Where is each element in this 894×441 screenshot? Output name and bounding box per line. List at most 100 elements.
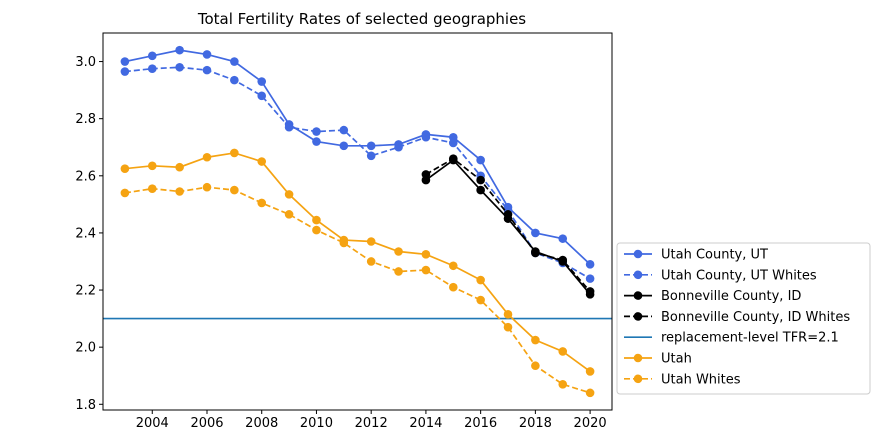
data-point bbox=[366, 141, 376, 151]
y-tick-label: 2.4 bbox=[75, 226, 96, 241]
data-point bbox=[230, 75, 239, 85]
x-tick-label: 2020 bbox=[574, 416, 607, 431]
data-point bbox=[531, 361, 540, 371]
data-point bbox=[284, 122, 294, 132]
legend-swatch-marker bbox=[633, 353, 643, 363]
series-utah-whites bbox=[120, 182, 595, 398]
legend-swatch-marker bbox=[633, 249, 643, 259]
data-point bbox=[257, 157, 267, 166]
data-point bbox=[175, 187, 184, 196]
data-point bbox=[202, 152, 212, 162]
data-point bbox=[257, 77, 267, 86]
data-point bbox=[366, 257, 376, 266]
x-tick-label: 2008 bbox=[245, 416, 278, 431]
data-point bbox=[257, 198, 267, 208]
data-point bbox=[476, 175, 485, 185]
data-point bbox=[585, 287, 595, 296]
data-point bbox=[585, 388, 595, 398]
x-tick-label: 2016 bbox=[464, 416, 497, 431]
plot-frame bbox=[102, 32, 613, 411]
series-line bbox=[124, 152, 591, 373]
legend: Utah County, UT Utah County, UT Whites Bon… bbox=[616, 242, 871, 395]
data-point bbox=[421, 170, 431, 179]
data-point bbox=[312, 215, 321, 225]
legend-entry-utah: Utah bbox=[624, 352, 692, 367]
legend-label: Utah County, UT bbox=[661, 248, 768, 263]
data-point bbox=[366, 237, 376, 246]
y-tick-label: 2.2 bbox=[75, 284, 96, 299]
data-point bbox=[476, 295, 485, 305]
x-tick-label: 2004 bbox=[136, 416, 169, 431]
x-tick-label: 2006 bbox=[190, 416, 223, 431]
data-point bbox=[448, 282, 458, 292]
data-point bbox=[394, 267, 403, 276]
data-point bbox=[147, 184, 157, 193]
data-point bbox=[284, 190, 294, 199]
chart-title: Total Fertility Rates of selected geogra… bbox=[197, 10, 526, 28]
legend-label: Utah Whites bbox=[661, 372, 741, 387]
series-line bbox=[124, 186, 591, 394]
data-point bbox=[394, 142, 403, 152]
y-tick-label: 2.0 bbox=[75, 341, 96, 356]
data-point bbox=[175, 62, 184, 72]
data-point bbox=[503, 210, 513, 219]
legend-swatch-marker bbox=[633, 312, 643, 321]
x-tick-label: 2012 bbox=[355, 416, 388, 431]
legend-entry-bonneville-county-id: Bonneville County, ID bbox=[624, 289, 801, 304]
plot-area bbox=[103, 45, 612, 398]
legend-label: Bonneville County, ID bbox=[661, 289, 801, 304]
data-point bbox=[503, 322, 513, 332]
data-point bbox=[558, 380, 568, 389]
x-tick-label: 2018 bbox=[519, 416, 552, 431]
legend-swatch-marker bbox=[633, 374, 643, 384]
data-point bbox=[230, 185, 239, 195]
data-point bbox=[476, 275, 485, 285]
data-point bbox=[503, 310, 513, 319]
data-point bbox=[202, 182, 212, 192]
y-tick-label: 2.6 bbox=[75, 169, 96, 184]
data-point bbox=[120, 57, 130, 66]
legend-box bbox=[616, 242, 871, 395]
data-point bbox=[476, 155, 485, 165]
data-point bbox=[448, 154, 458, 163]
data-point bbox=[585, 260, 595, 269]
y-tick-label: 3.0 bbox=[75, 55, 96, 70]
legend-label: replacement-level TFR=2.1 bbox=[661, 331, 839, 346]
data-point bbox=[421, 265, 431, 275]
data-point bbox=[531, 335, 540, 345]
legend-label: Bonneville County, ID Whites bbox=[661, 310, 850, 325]
data-point bbox=[312, 127, 321, 136]
data-point bbox=[147, 51, 157, 61]
data-point bbox=[421, 132, 431, 142]
data-point bbox=[202, 65, 212, 75]
legend-entry-utah-whites: Utah Whites bbox=[624, 372, 741, 387]
data-point bbox=[230, 57, 239, 66]
data-point bbox=[558, 347, 568, 356]
series-utah bbox=[120, 148, 595, 376]
y-tick-label: 2.8 bbox=[75, 112, 96, 127]
data-point bbox=[448, 261, 458, 271]
legend-entry-utah-county-ut-whites: Utah County, UT Whites bbox=[624, 268, 817, 283]
data-point bbox=[312, 137, 321, 146]
data-point bbox=[585, 367, 595, 376]
series-utah-county-ut bbox=[120, 45, 595, 269]
data-point bbox=[394, 247, 403, 256]
legend-entry-bonneville-county-id-whites: Bonneville County, ID Whites bbox=[624, 310, 850, 325]
data-point bbox=[175, 162, 184, 172]
data-point bbox=[366, 151, 376, 161]
data-point bbox=[558, 234, 568, 243]
series-line bbox=[124, 66, 591, 280]
legend-swatch-marker bbox=[633, 270, 643, 280]
data-point bbox=[175, 45, 184, 55]
data-point bbox=[147, 161, 157, 171]
data-point bbox=[421, 250, 431, 259]
legend-swatch-marker bbox=[633, 291, 643, 300]
axes: 2004 2006 2008 2010 2012 2014 2016 2018 2020 1.8 2… bbox=[75, 55, 606, 431]
legend-label: Utah County, UT Whites bbox=[661, 268, 817, 283]
data-point bbox=[257, 91, 267, 101]
data-point bbox=[339, 125, 349, 135]
legend-entry-utah-county-ut: Utah County, UT bbox=[624, 248, 768, 263]
data-point bbox=[120, 188, 130, 198]
data-point bbox=[558, 255, 568, 265]
